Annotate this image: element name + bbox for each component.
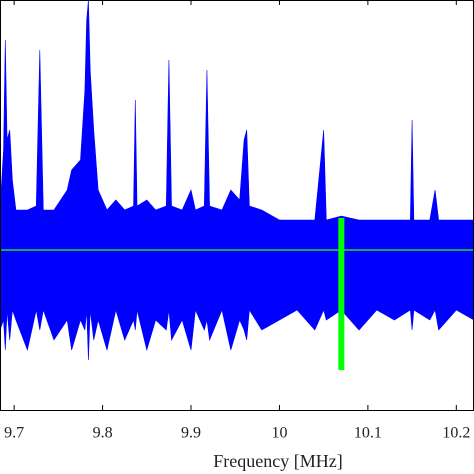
x-tick-label: 9.8: [93, 425, 113, 442]
highlight-bar: [338, 218, 345, 370]
x-tick-label: 9.9: [181, 425, 201, 442]
x-tick-label: 10: [271, 425, 287, 442]
signal-area: [0, 0, 474, 251]
signal-area: [0, 249, 474, 361]
x-tick-label: 9.7: [4, 425, 24, 442]
x-axis-label: Frequency [MHz]: [213, 451, 342, 471]
x-tick-label: 10.2: [442, 425, 470, 442]
x-tick-label: 10.1: [354, 425, 382, 442]
